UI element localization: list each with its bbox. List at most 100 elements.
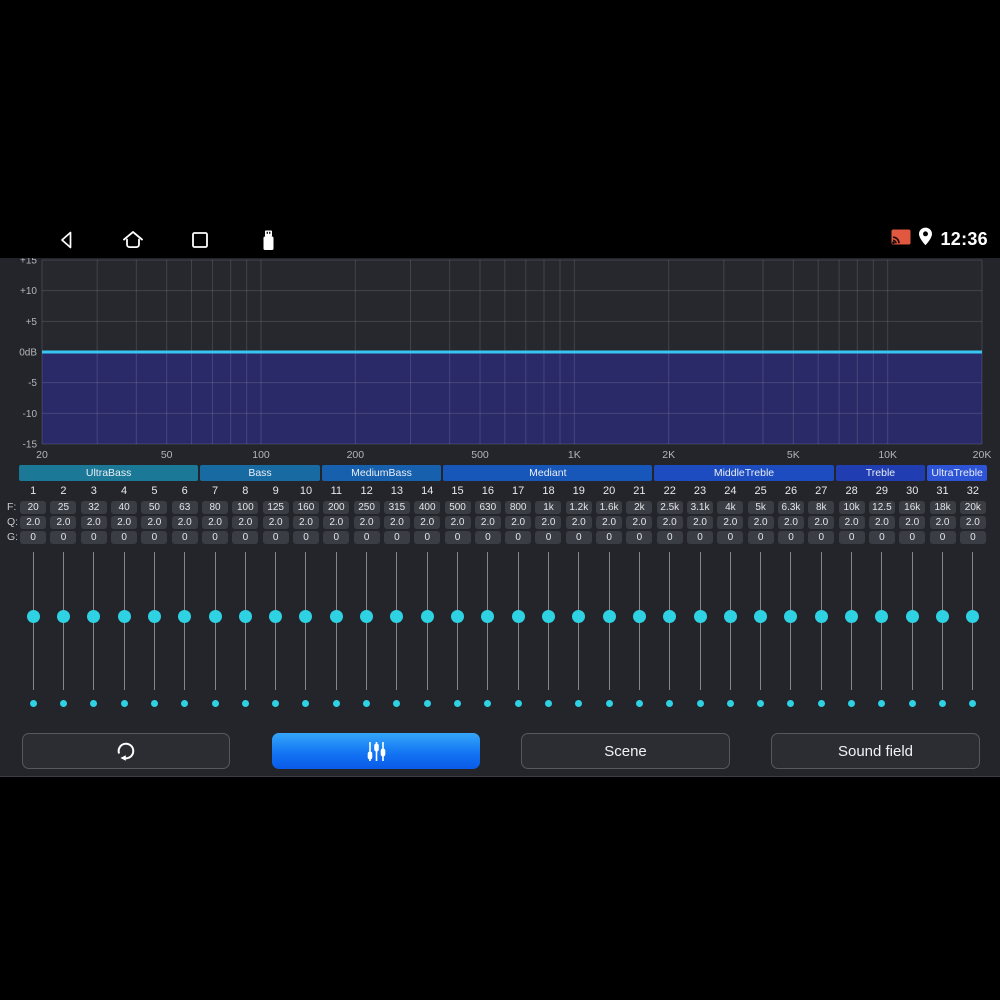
band-21-q-value: 2.0: [626, 516, 653, 529]
slider-knob[interactable]: [26, 610, 40, 624]
slider-knob[interactable]: [572, 610, 586, 624]
band-32-slider[interactable]: [958, 552, 988, 690]
slider-knob[interactable]: [420, 610, 434, 624]
sound-field-button[interactable]: Sound field: [771, 733, 980, 769]
band-2-slider[interactable]: [48, 552, 78, 690]
slider-knob[interactable]: [936, 610, 950, 624]
slider-knob[interactable]: [390, 610, 404, 624]
slider-knob[interactable]: [451, 610, 465, 624]
equalizer-tab-button[interactable]: [272, 733, 480, 769]
band-24-gain-value: 0: [717, 531, 744, 544]
home-button[interactable]: [121, 228, 145, 252]
band-4-number: 4: [121, 485, 128, 497]
slider-knob[interactable]: [269, 610, 283, 624]
scene-button[interactable]: Scene: [521, 733, 730, 769]
slider-knob[interactable]: [754, 610, 768, 624]
db-axis-label: -15: [23, 440, 38, 451]
slider-knob[interactable]: [147, 610, 161, 624]
slider-knob[interactable]: [178, 610, 192, 624]
slider-knob[interactable]: [238, 610, 252, 624]
usb-drive-button[interactable]: [256, 228, 280, 252]
band-16-slider[interactable]: [473, 552, 503, 690]
cast-icon[interactable]: [891, 229, 911, 250]
slider-knob[interactable]: [814, 610, 828, 624]
slider-knob[interactable]: [875, 610, 889, 624]
band-32-frequency-value: 20k: [959, 501, 986, 514]
slider-knob[interactable]: [784, 610, 798, 624]
band-26-frequency-value: 6.3k: [777, 501, 804, 514]
slider-knob[interactable]: [845, 610, 859, 624]
band-20-slider[interactable]: [594, 552, 624, 690]
recents-button[interactable]: [188, 228, 212, 252]
band-21-slider[interactable]: [624, 552, 654, 690]
band-23-slider[interactable]: [685, 552, 715, 690]
band-10-slider[interactable]: [291, 552, 321, 690]
slider-knob[interactable]: [966, 610, 980, 624]
band-6-indicator-dot: [181, 700, 189, 707]
band-18-number: 18: [542, 485, 555, 497]
band-4-slider[interactable]: [109, 552, 139, 690]
slider-knob[interactable]: [541, 610, 555, 624]
band-1-number: 1: [30, 485, 37, 497]
band-group-headers: UltraBass Bass MediumBass Mediant MiddleTreb…: [18, 465, 988, 481]
band-22-slider[interactable]: [655, 552, 685, 690]
band-15-slider[interactable]: [442, 552, 472, 690]
slider-knob[interactable]: [481, 610, 495, 624]
band-6-slider[interactable]: [170, 552, 200, 690]
band-18-slider[interactable]: [533, 552, 563, 690]
slider-knob[interactable]: [299, 610, 313, 624]
band-29-slider[interactable]: [867, 552, 897, 690]
band-5-slider[interactable]: [139, 552, 169, 690]
slider-knob[interactable]: [723, 610, 737, 624]
band-16-frequency-value: 630: [474, 501, 501, 514]
band-19-slider[interactable]: [564, 552, 594, 690]
band-16-q-value: 2.0: [474, 516, 501, 529]
band-2-number: 2: [60, 485, 67, 497]
band-24-slider[interactable]: [715, 552, 745, 690]
band-17-frequency-value: 800: [505, 501, 532, 514]
band-31-slider[interactable]: [927, 552, 957, 690]
band-23-number: 23: [693, 485, 707, 497]
back-button[interactable]: [55, 228, 79, 252]
db-axis-label: -10: [23, 409, 38, 420]
band-25-slider[interactable]: [746, 552, 776, 690]
band-13-q-value: 2.0: [383, 516, 410, 529]
band-30-slider[interactable]: [897, 552, 927, 690]
band-26-slider[interactable]: [776, 552, 806, 690]
slider-knob[interactable]: [632, 610, 646, 624]
band-17-slider[interactable]: [503, 552, 533, 690]
band-1-slider[interactable]: [18, 552, 48, 690]
slider-knob[interactable]: [511, 610, 525, 624]
band-4-q-value: 2.0: [111, 516, 138, 529]
slider-knob[interactable]: [663, 610, 677, 624]
band-19-q-value: 2.0: [565, 516, 592, 529]
slider-knob[interactable]: [87, 610, 101, 624]
band-28-slider[interactable]: [836, 552, 866, 690]
band-11-slider[interactable]: [321, 552, 351, 690]
reset-button[interactable]: [22, 733, 230, 769]
slider-knob[interactable]: [329, 610, 343, 624]
slider-knob[interactable]: [117, 610, 131, 624]
slider-knob[interactable]: [56, 610, 70, 624]
frequency-axis-label: 500: [471, 449, 489, 461]
slider-knob[interactable]: [602, 610, 616, 624]
frequency-row-label: F:: [7, 501, 17, 513]
slider-knob[interactable]: [360, 610, 374, 624]
gain-row-label: G:: [7, 531, 19, 543]
band-9-slider[interactable]: [261, 552, 291, 690]
slider-knob[interactable]: [905, 610, 919, 624]
band-28-gain-value: 0: [838, 531, 865, 544]
band-8-slider[interactable]: [230, 552, 260, 690]
band-14-slider[interactable]: [412, 552, 442, 690]
band-12-slider[interactable]: [351, 552, 381, 690]
frequency-axis-label: 20K: [973, 449, 992, 461]
band-27-slider[interactable]: [806, 552, 836, 690]
band-25-frequency-value: 5k: [747, 501, 774, 514]
band-7-slider[interactable]: [200, 552, 230, 690]
slider-knob[interactable]: [693, 610, 707, 624]
band-13-slider[interactable]: [382, 552, 412, 690]
band-3-slider[interactable]: [79, 552, 109, 690]
band-18-indicator-dot: [544, 700, 552, 707]
slider-knob[interactable]: [208, 610, 222, 624]
